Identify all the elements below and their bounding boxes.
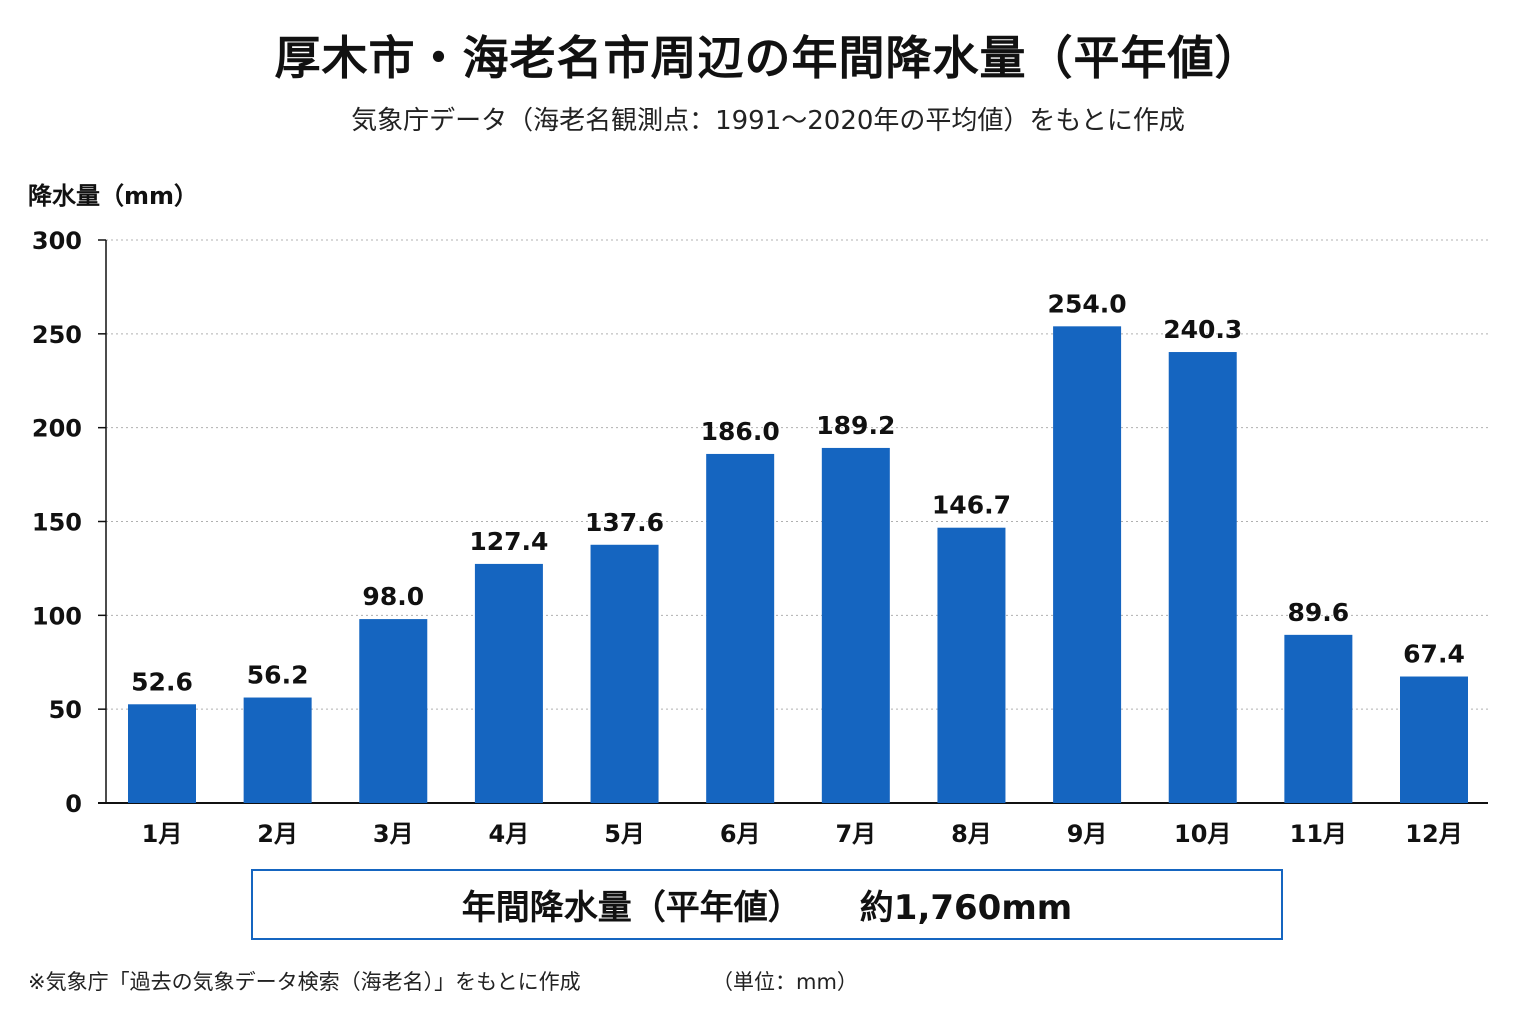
bar xyxy=(821,447,890,803)
bar xyxy=(128,704,196,803)
bar-value-label: 137.6 xyxy=(585,508,664,537)
chart-title: 厚木市・海老名市周辺の年間降水量（平年値） xyxy=(274,31,1262,85)
bar xyxy=(937,527,1006,803)
bar-value-label: 146.7 xyxy=(932,491,1011,520)
y-tick-label: 100 xyxy=(32,602,82,630)
bar-value-label: 98.0 xyxy=(362,582,424,611)
x-tick-label: 6月 xyxy=(720,820,761,848)
x-tick-label: 7月 xyxy=(835,820,876,848)
bar xyxy=(1284,634,1353,803)
annual-total-value: 約1,760mm xyxy=(859,888,1073,928)
y-tick-label: 200 xyxy=(32,415,82,443)
x-tick-label: 4月 xyxy=(489,820,530,848)
y-tick-label: 50 xyxy=(49,696,82,724)
x-tick-label: 11月 xyxy=(1290,820,1347,848)
bar-value-label: 52.6 xyxy=(131,667,193,696)
bar-value-label: 240.3 xyxy=(1163,315,1242,344)
bar-value-label: 67.4 xyxy=(1403,640,1465,669)
bar-value-label: 127.4 xyxy=(469,527,548,556)
y-tick-label: 150 xyxy=(32,509,82,537)
unit-note: （単位：mm） xyxy=(712,970,858,994)
y-tick-label: 250 xyxy=(32,321,82,349)
bar-value-label: 254.0 xyxy=(1048,289,1127,318)
x-tick-label: 1月 xyxy=(142,820,183,848)
bar xyxy=(590,544,659,803)
bar xyxy=(1400,676,1468,803)
chart-subtitle: 気象庁データ（海老名観測点：1991〜2020年の平均値）をもとに作成 xyxy=(351,106,1185,136)
x-tick-label: 2月 xyxy=(257,820,298,848)
y-tick-label: 0 xyxy=(65,790,82,818)
annual-total-box: 年間降水量（平年値） 約1,760mm xyxy=(251,869,1283,940)
y-axis-title: 降水量（mm） xyxy=(28,182,198,210)
bar-value-label: 56.2 xyxy=(247,661,309,690)
bar xyxy=(706,453,775,803)
bar xyxy=(474,563,543,803)
bar xyxy=(359,619,428,803)
bar xyxy=(1168,352,1237,803)
x-tick-label: 3月 xyxy=(373,820,414,848)
bar-chart: 降水量（mm） 0 50 100 150 200 250 300 52.6 1月 56.2 2月 98.… xyxy=(28,182,1488,848)
bar xyxy=(243,697,312,803)
x-tick-label: 12月 xyxy=(1405,820,1462,848)
x-tick-label: 10月 xyxy=(1174,820,1231,848)
y-tick-label: 300 xyxy=(32,227,82,255)
bar-value-label: 89.6 xyxy=(1288,598,1350,627)
bar-value-label: 189.2 xyxy=(816,411,895,440)
bar xyxy=(1053,326,1122,803)
x-tick-label: 5月 xyxy=(604,820,645,848)
x-tick-label: 9月 xyxy=(1067,820,1108,848)
bar-value-label: 186.0 xyxy=(701,417,780,446)
source-footnote: ※気象庁「過去の気象データ検索（海老名）」をもとに作成 xyxy=(28,970,581,994)
x-tick-label: 8月 xyxy=(951,820,992,848)
annual-total-label: 年間降水量（平年値） xyxy=(461,888,802,928)
